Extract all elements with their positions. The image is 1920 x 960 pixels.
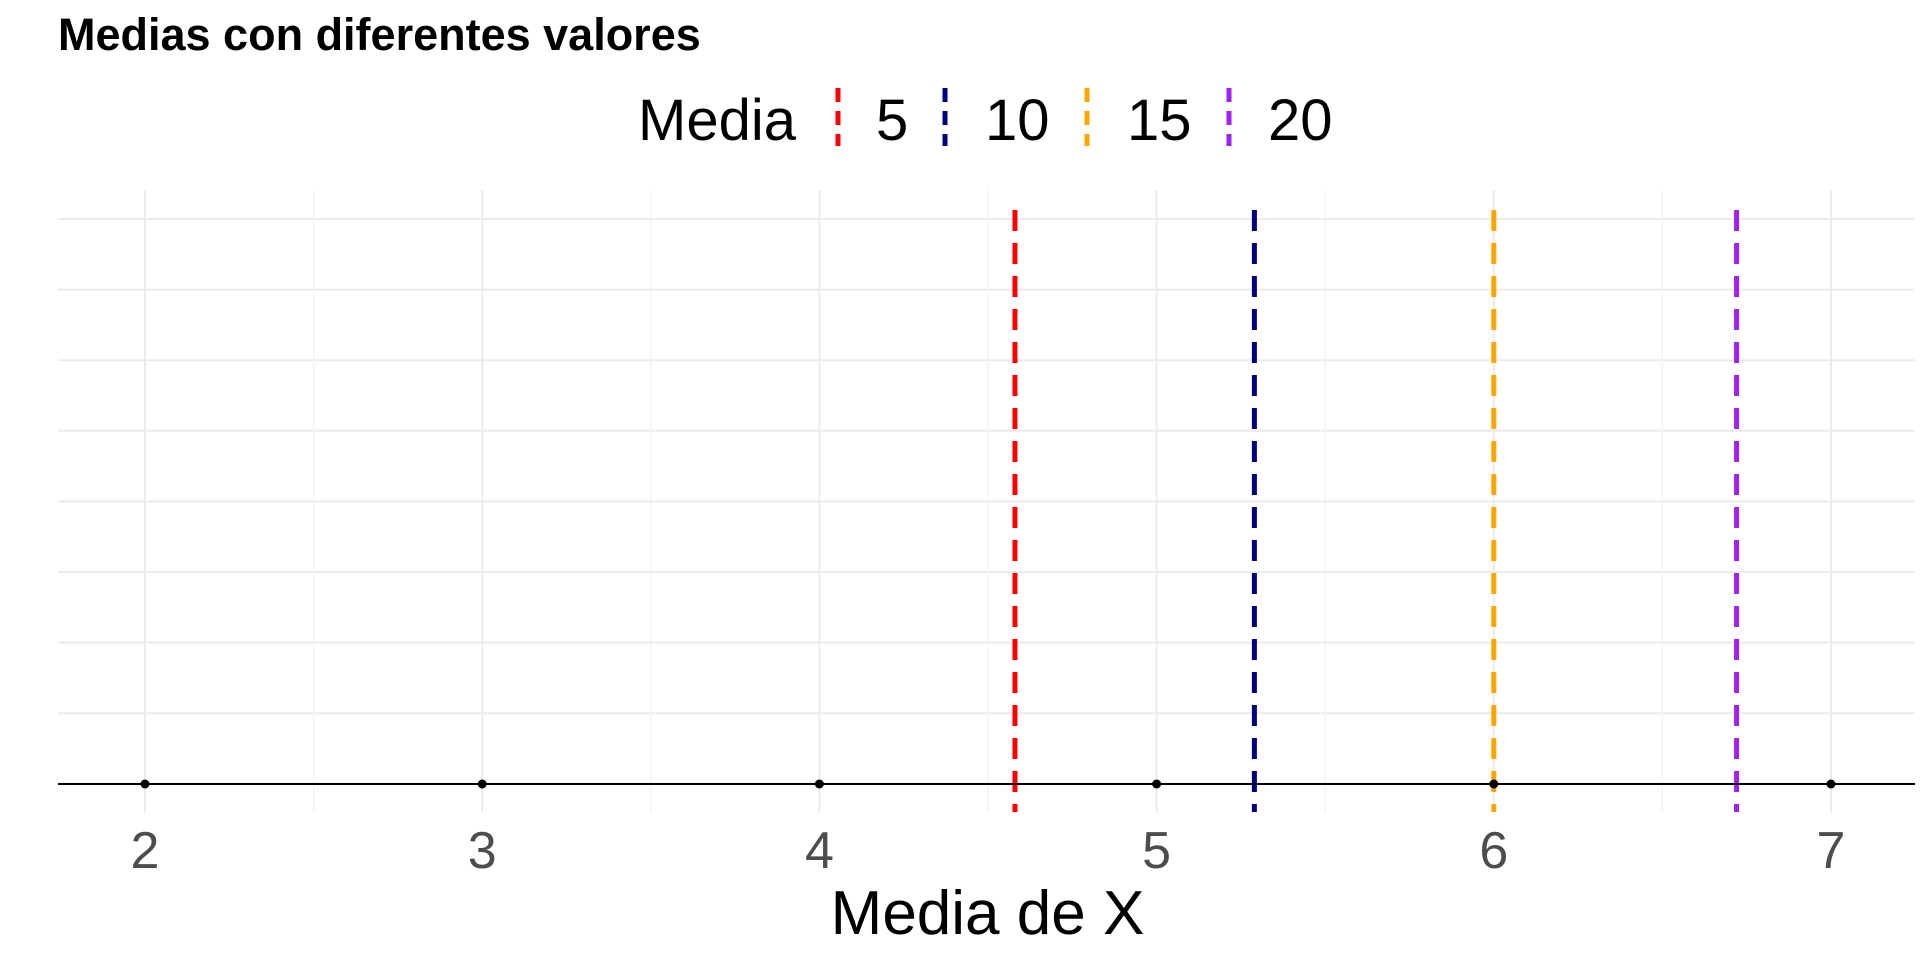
chart-title: Medias con diferentes valores [58,9,701,60]
reference-lines [1012,210,1740,812]
x-tick-label: 7 [1817,822,1846,880]
data-point [814,779,824,789]
legend-label-20: 20 [1268,88,1333,153]
grid [58,190,1915,812]
x-tick-label: 5 [1142,822,1171,880]
x-tick-labels: 2 3 4 5 6 7 [131,822,1846,880]
data-point [477,779,487,789]
legend-label-15: 15 [1127,88,1192,153]
data-point [1152,779,1162,789]
legend-label-5: 5 [876,88,908,153]
x-tick-label: 3 [468,822,497,880]
legend: Media 5 10 15 20 [638,88,1333,153]
legend-title: Media [638,88,797,153]
legend-label-10: 10 [985,88,1050,153]
x-tick-label: 6 [1479,822,1508,880]
x-tick-label: 4 [805,822,834,880]
x-tick-label: 2 [131,822,160,880]
x-axis-title: Media de X [831,879,1145,948]
data-point [140,779,150,789]
data-point [1826,779,1836,789]
data-point [1489,779,1499,789]
data-points [140,779,1836,789]
